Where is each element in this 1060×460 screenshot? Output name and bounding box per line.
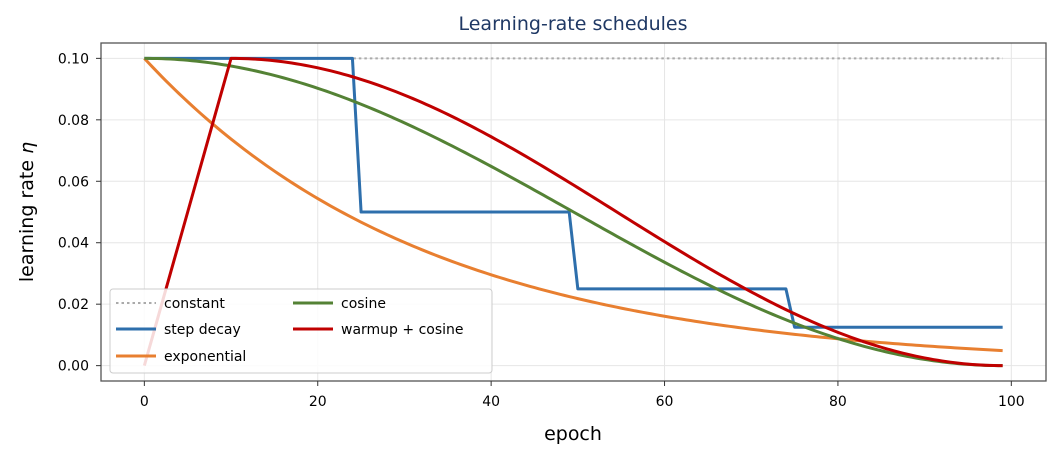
legend-label-step-decay: step decay — [164, 322, 241, 338]
axis-ticks: 0 20 40 60 80 100 0.00 0.02 0.04 0.06 0.08 0.10 — [58, 51, 1025, 410]
series-line-warmup-cosine — [142, 56, 1003, 368]
x-tick-label: 100 — [998, 394, 1025, 410]
x-tick-label: 0 — [140, 394, 149, 410]
legend-box — [109, 288, 493, 374]
x-axis-label: epoch — [544, 423, 602, 445]
plot-series — [142, 56, 1003, 368]
y-tick-label: 0.04 — [58, 236, 89, 252]
chart-title: Learning-rate schedules — [458, 13, 687, 35]
legend-entry-exponential[interactable]: exponential — [116, 349, 246, 365]
legend-label-exponential: exponential — [164, 349, 246, 365]
x-tick-label: 20 — [309, 394, 327, 410]
x-tick-label: 40 — [482, 394, 500, 410]
legend-entry-constant[interactable]: constant — [116, 296, 225, 312]
legend-label-warmup-cosine: warmup + cosine — [341, 322, 464, 338]
legend-entry-warmup-cosine[interactable]: warmup + cosine — [293, 322, 464, 338]
y-axis-label: learning rate η — [16, 142, 38, 282]
x-tick-label: 60 — [656, 394, 674, 410]
legend-label-constant: constant — [164, 296, 225, 312]
y-tick-label: 0.10 — [58, 51, 89, 67]
legend-entry-step-decay[interactable]: step decay — [116, 322, 241, 338]
legend-label-cosine: cosine — [341, 296, 386, 312]
legend-entry-cosine[interactable]: cosine — [293, 296, 386, 312]
y-tick-label: 0.02 — [58, 297, 89, 313]
plot-frame — [100, 42, 1047, 382]
x-tick-label: 80 — [829, 394, 847, 410]
series-line-step-decay — [144, 56, 1003, 329]
legend[interactable]: constant step decay exponential cosine warmu… — [109, 288, 493, 374]
series-line-cosine — [144, 56, 1003, 368]
y-tick-label: 0.08 — [58, 113, 89, 129]
y-axis-label-text: learning rate — [16, 160, 38, 282]
y-tick-label: 0.00 — [58, 359, 89, 375]
y-tick-label: 0.06 — [58, 174, 89, 190]
y-axis-label-symbol: η — [16, 142, 38, 154]
